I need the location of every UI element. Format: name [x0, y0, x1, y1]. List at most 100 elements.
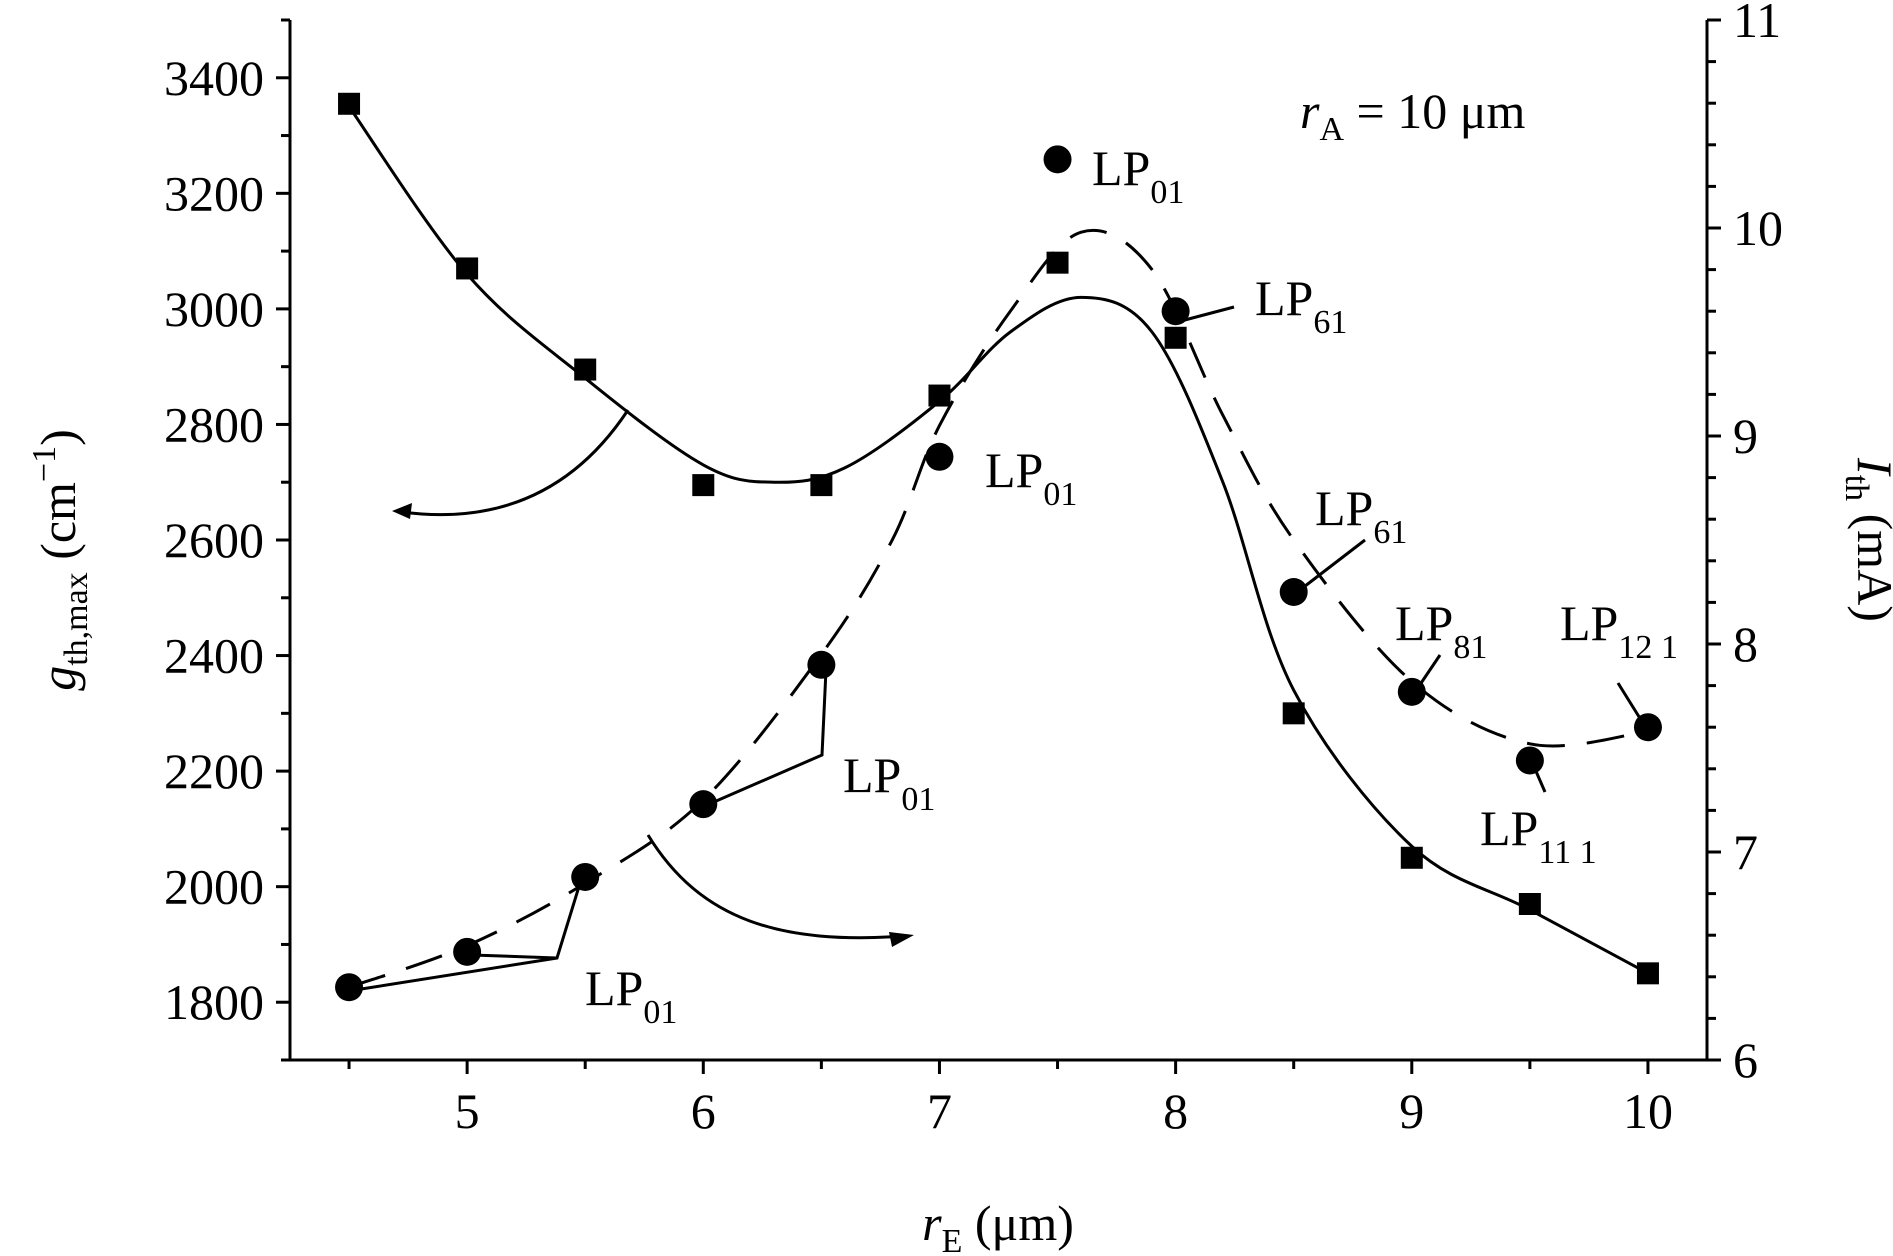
square-marker [810, 474, 833, 497]
mode-label-main: LP [1315, 480, 1373, 536]
mode-label-main: LP [985, 442, 1043, 498]
square-marker [1518, 893, 1541, 915]
mode-label-lp61-top: LP61 [1255, 270, 1347, 341]
ra-main: r [1300, 83, 1320, 139]
mode-label-sub: 61 [1373, 514, 1407, 551]
left-axis-title-unit: (cm [30, 482, 86, 572]
x-tick-label: 9 [1399, 1083, 1424, 1139]
right-axis-title-sub: th [1838, 475, 1875, 501]
right-axis-arrowhead [889, 932, 914, 947]
square-marker [928, 384, 951, 407]
circle-marker [1279, 578, 1308, 606]
square-marker [574, 358, 597, 381]
mode-label-lp01-bottom: LP01 [585, 960, 677, 1031]
mode-label-lp61-mid: LP61 [1315, 480, 1407, 551]
x-tick-label: 10 [1623, 1083, 1673, 1139]
mode-label-lp01-mid: LP01 [985, 442, 1077, 513]
left-tick-label: 3200 [164, 165, 264, 221]
x-axis-title-unit: (μm) [962, 1195, 1074, 1251]
ra-sub: A [1319, 111, 1344, 148]
square-marker [692, 474, 715, 497]
circle-marker [1633, 713, 1662, 742]
circle-marker [1397, 677, 1426, 706]
x-tick-label: 6 [691, 1083, 716, 1139]
left-axis-title-close: ) [30, 429, 86, 446]
mode-label-sub: 11 1 [1538, 834, 1596, 871]
left-tick-label: 2200 [164, 743, 264, 799]
circle-marker [1515, 746, 1544, 775]
x-tick-label: 7 [927, 1083, 952, 1139]
right-axis-ticks: 6 7 8 9 10 11 [1707, 0, 1783, 1088]
mode-label-lp01-low: LP01 [843, 747, 935, 818]
mode-label-main: LP [1255, 270, 1313, 326]
ra-annotation: rA = 10 μm [1300, 83, 1526, 148]
leader-lp61-b [1295, 538, 1366, 595]
x-axis-title: rE (μm) [922, 1195, 1074, 1256]
x-axis-ticks: 5 6 7 8 9 10 [347, 1060, 1673, 1139]
mode-label-lp01-top: LP01 [1092, 140, 1184, 211]
mode-label-sub: 12 1 [1618, 629, 1678, 666]
left-axis-arrowhead [392, 503, 412, 519]
mode-label-lp121: LP12 1 [1560, 595, 1678, 666]
mode-label-main: LP [1560, 595, 1618, 651]
x-axis-title-sub: E [942, 1223, 963, 1256]
left-axis-title-main: g [30, 666, 86, 691]
right-tick-label: 8 [1733, 616, 1758, 672]
mode-label-sub: 01 [643, 994, 677, 1031]
left-tick-label: 2000 [164, 859, 264, 915]
mode-label-lp111: LP11 1 [1480, 800, 1597, 871]
x-tick-label: 8 [1163, 1083, 1188, 1139]
left-axis-title: gth,max (cm−1) [26, 429, 95, 691]
square-marker [456, 257, 479, 280]
square-marker [1164, 326, 1187, 349]
mode-label-sub: 81 [1453, 629, 1487, 666]
left-axis-ticks: 1800 2000 2200 2400 2600 2800 3000 3200 3400 [164, 18, 290, 1062]
leader-lp01-c [706, 669, 828, 807]
circle-marker [1043, 145, 1072, 174]
square-marker [338, 92, 361, 115]
data-markers [335, 92, 1662, 1002]
right-axis-title: Ith (mA) [1838, 457, 1893, 622]
right-axis-arrow [646, 834, 906, 940]
mode-label-main: LP [1092, 140, 1150, 196]
right-tick-label: 7 [1733, 824, 1758, 880]
square-marker [1400, 846, 1423, 869]
square-marker [1636, 962, 1659, 985]
x-tick-label: 5 [455, 1083, 480, 1139]
left-tick-label: 2400 [164, 628, 264, 684]
mode-label-sub: 01 [901, 781, 935, 818]
circle-marker [689, 790, 718, 819]
circle-marker [807, 650, 836, 679]
mode-label-sub: 61 [1313, 304, 1347, 341]
left-tick-label: 2800 [164, 396, 264, 452]
right-tick-label: 11 [1733, 0, 1781, 48]
circle-marker [571, 862, 600, 891]
circle-marker [335, 973, 364, 1002]
left-tick-label: 3400 [164, 50, 264, 106]
circle-marker [453, 937, 482, 966]
circle-marker [1161, 297, 1190, 326]
x-axis-title-main: r [922, 1195, 942, 1251]
square-marker [1282, 702, 1305, 725]
right-tick-label: 6 [1733, 1032, 1758, 1088]
mode-label-sub: 01 [1043, 476, 1077, 513]
mode-label-lp81: LP81 [1395, 595, 1487, 666]
ra-rest: = 10 μm [1344, 83, 1526, 139]
right-tick-label: 10 [1733, 200, 1783, 256]
leader-lp01-b [471, 953, 558, 960]
mode-label-main: LP [585, 960, 643, 1016]
mode-label-sub: 01 [1150, 174, 1184, 211]
left-tick-label: 2600 [164, 512, 264, 568]
circle-marker [925, 442, 954, 471]
leader-lp01-a [354, 879, 583, 992]
right-axis-title-unit: (mA) [1847, 501, 1893, 622]
left-axis-title-sup: −1 [26, 446, 63, 482]
mode-label-main: LP [843, 747, 901, 803]
mode-label-main: LP [1395, 595, 1453, 651]
leader-lp61-a [1180, 305, 1235, 323]
left-axis-title-sub: th,max [58, 572, 95, 665]
left-tick-label: 1800 [164, 974, 264, 1030]
square-marker [1046, 251, 1069, 274]
left-axis-arrow [401, 409, 630, 517]
